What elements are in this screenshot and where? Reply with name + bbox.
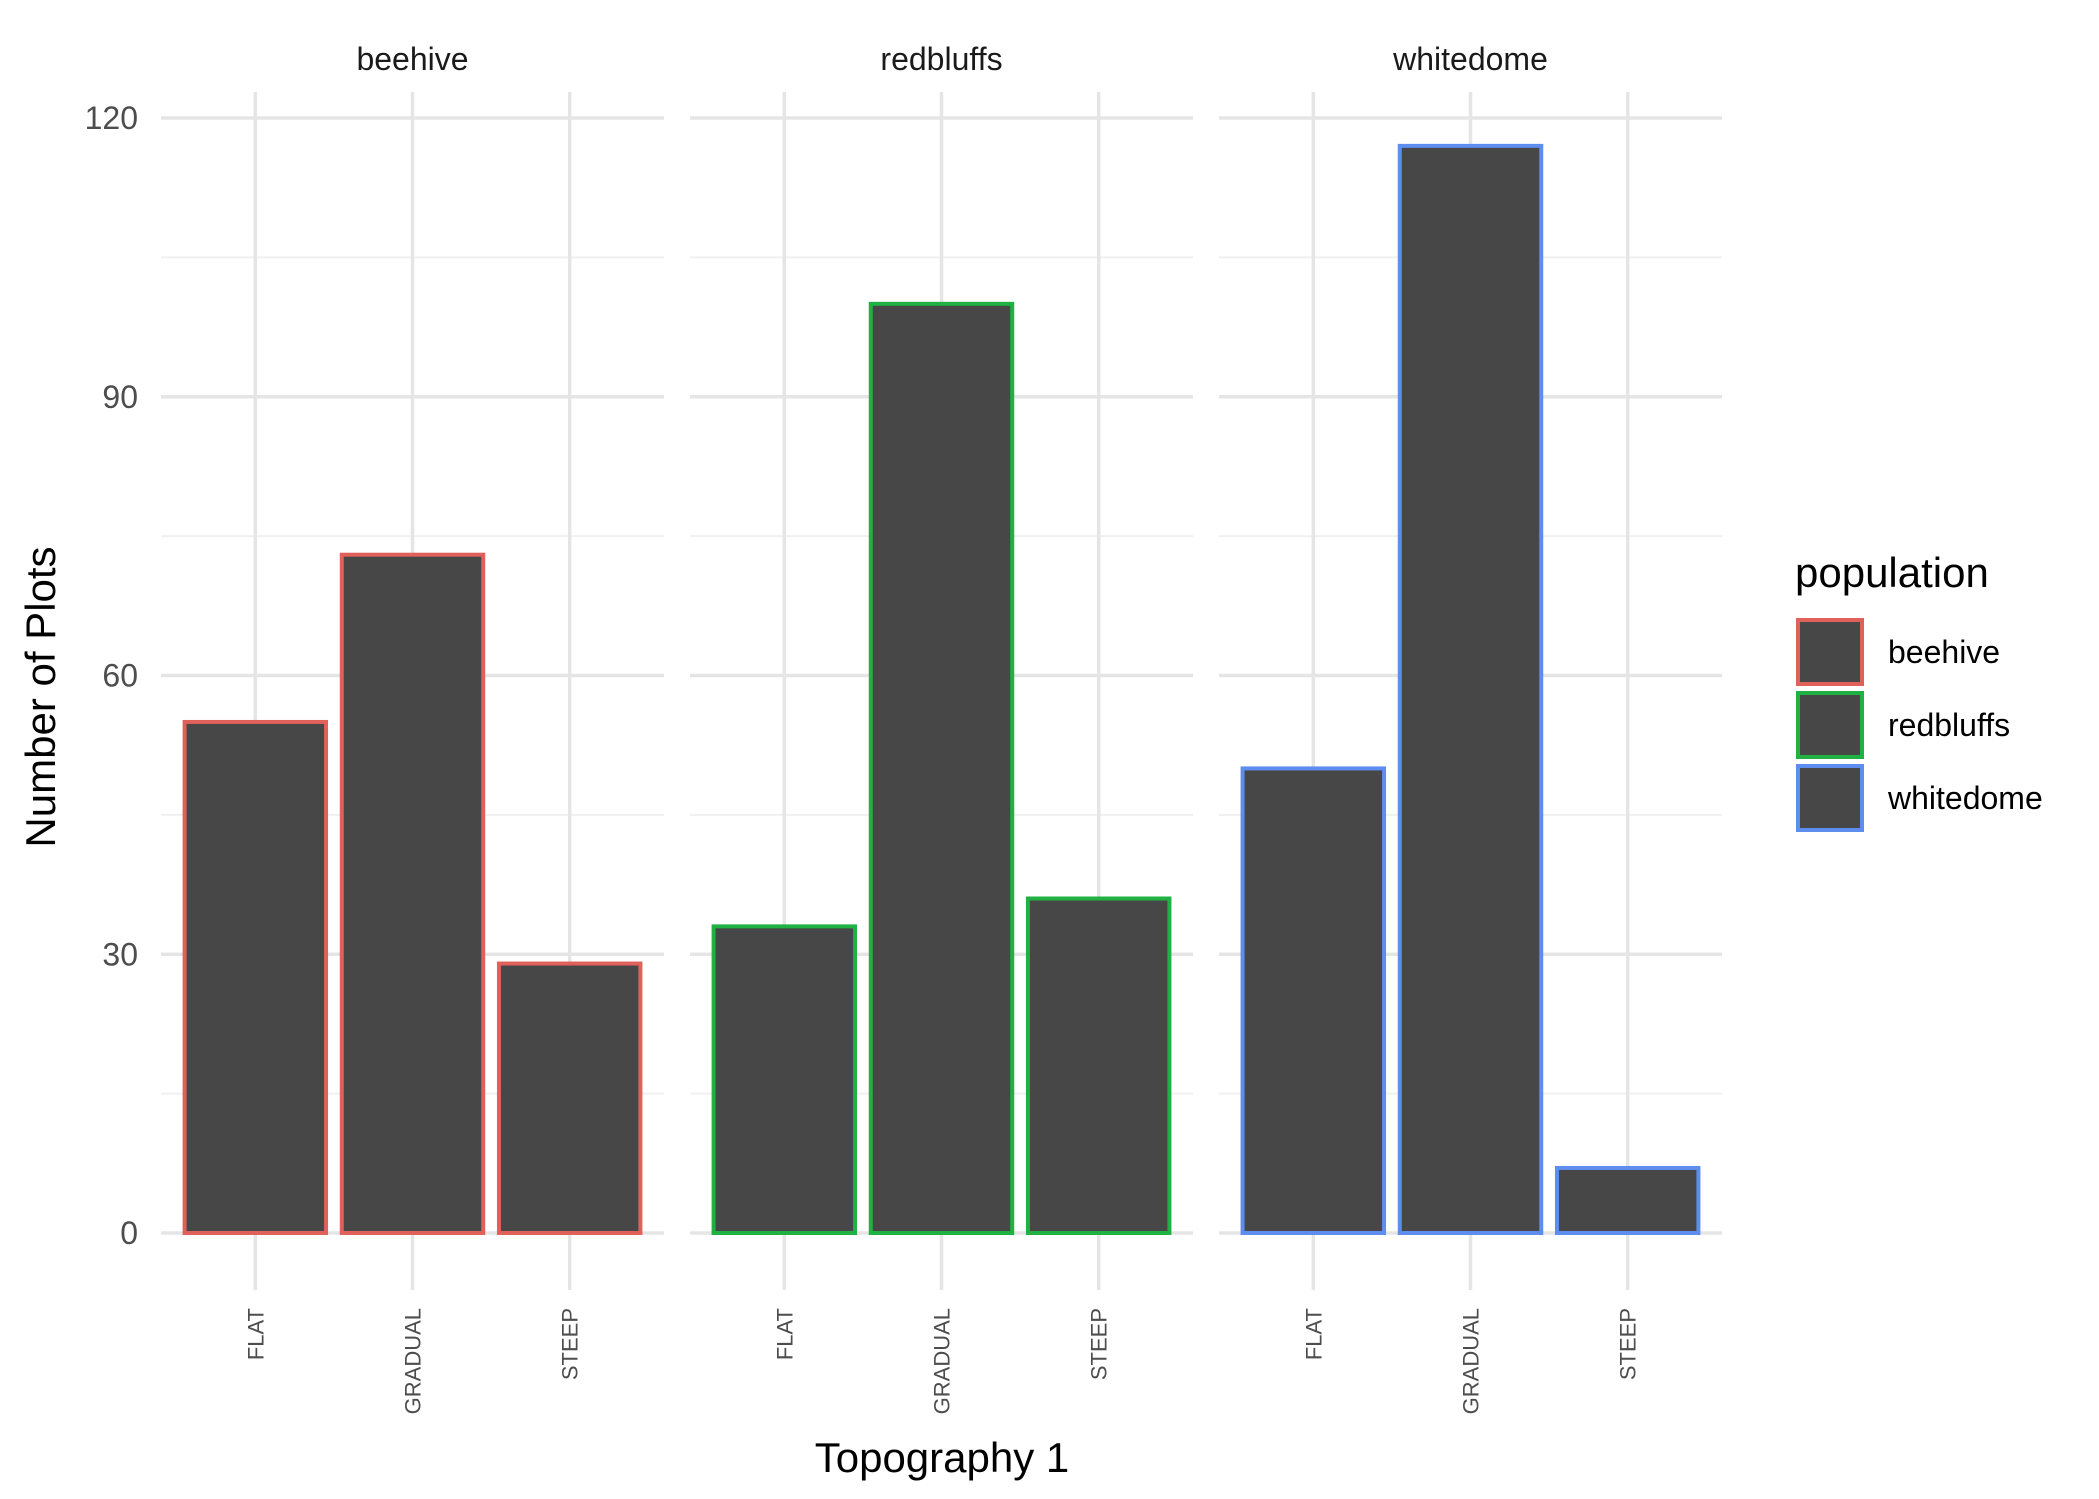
legend-keys: beehive redbluffs whitedome [1796,618,2043,832]
y-tick-label: 30 [102,936,138,972]
legend-label-beehive: beehive [1888,634,2000,670]
y-tick-label: 60 [102,658,138,694]
x-tick-label-redbluffs-steep: STEEP [1087,1308,1112,1380]
x-tick-label-beehive-flat: FLAT [243,1308,268,1360]
x-tick-label-whitedome-flat: FLAT [1301,1308,1326,1360]
x-tick-label-beehive-steep: STEEP [558,1308,583,1380]
legend-label-whitedome: whitedome [1887,780,2043,816]
x-axis-ticks: FLAT GRADUAL STEEP FLAT GRADUAL STEEP FLAT GRAD… [243,1308,1640,1414]
legend: population beehive redbluffs whitedome [1795,549,2043,832]
bar-whitedome-gradual [1397,143,1544,1235]
facet-label-beehive: beehive [356,41,468,77]
bar-redbluffs-flat [711,924,858,1235]
bar-whitedome-steep [1554,1165,1701,1236]
y-axis-title: Number of Plots [17,546,64,847]
legend-key-beehive [1796,618,1864,686]
bar-beehive-gradual [339,552,486,1235]
legend-label-redbluffs: redbluffs [1888,707,2010,743]
y-tick-label: 90 [102,379,138,415]
facet-strips: beehive redbluffs whitedome [356,41,1547,77]
x-tick-label-whitedome-steep: STEEP [1616,1308,1641,1380]
legend-key-whitedome [1796,764,1864,832]
bar-beehive-steep [496,961,643,1236]
facet-label-whitedome: whitedome [1392,41,1548,77]
y-tick-label: 0 [120,1215,138,1251]
x-tick-label-whitedome-gradual: GRADUAL [1459,1308,1484,1414]
bar-redbluffs-gradual [868,301,1015,1236]
bars-layer [182,143,1701,1236]
x-tick-label-redbluffs-gradual: GRADUAL [930,1308,955,1414]
y-axis-ticks: 0 30 60 90 120 [85,100,138,1251]
x-tick-label-beehive-gradual: GRADUAL [401,1308,426,1414]
legend-key-redbluffs [1796,691,1864,759]
bar-whitedome-flat [1240,766,1387,1236]
x-axis-title: Topography 1 [815,1434,1070,1481]
x-tick-label-redbluffs-flat: FLAT [772,1308,797,1360]
bar-beehive-flat [182,719,329,1235]
y-tick-label: 120 [85,100,138,136]
facet-label-redbluffs: redbluffs [880,41,1002,77]
bar-redbluffs-steep [1025,896,1172,1235]
legend-title: population [1795,549,1989,596]
